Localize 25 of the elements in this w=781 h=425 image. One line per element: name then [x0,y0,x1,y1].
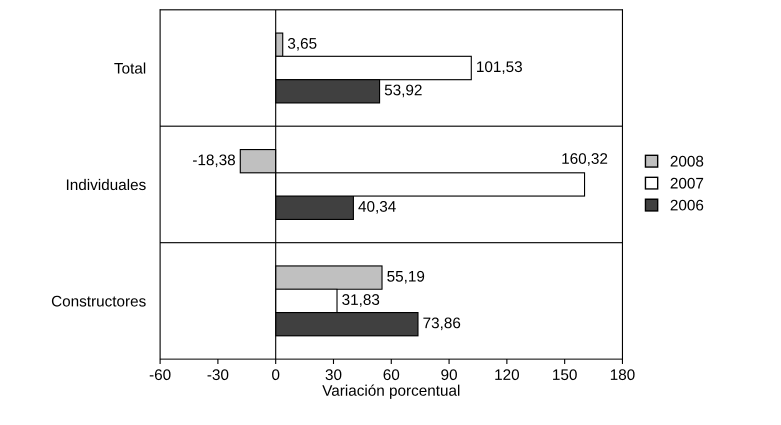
y-tick-label: Constructores [52,296,146,307]
x-tick-label: 120 [495,369,520,380]
data-label: 53,92 [384,84,422,98]
x-tick-label: 150 [553,369,577,380]
data-label: 31,83 [342,294,380,307]
data-label: -18,38 [193,154,235,168]
x-tick-label: 60 [384,369,400,380]
y-tick-label: Total [114,62,146,74]
x-tick-label: 180 [610,369,635,380]
legend-label: 2007 [670,178,704,189]
x-tick-label: 0 [272,369,280,380]
x-tick-label: 90 [441,369,457,380]
y-tick-label: Individuales [66,178,146,190]
x-tick-label: -60 [150,369,171,380]
data-label: 40,34 [358,201,396,214]
data-label: 73,86 [423,317,460,330]
x-axis-title: Variación porcentual [322,384,460,399]
data-label: 55,19 [387,270,424,284]
legend-label: 2008 [670,156,704,167]
x-tick-label: -30 [208,369,228,380]
data-label: 160,32 [562,153,608,166]
data-label: 3,65 [288,38,316,51]
x-tick-label: 30 [326,369,342,380]
data-label: 101,53 [477,61,522,74]
legend-label: 2006 [670,200,704,211]
